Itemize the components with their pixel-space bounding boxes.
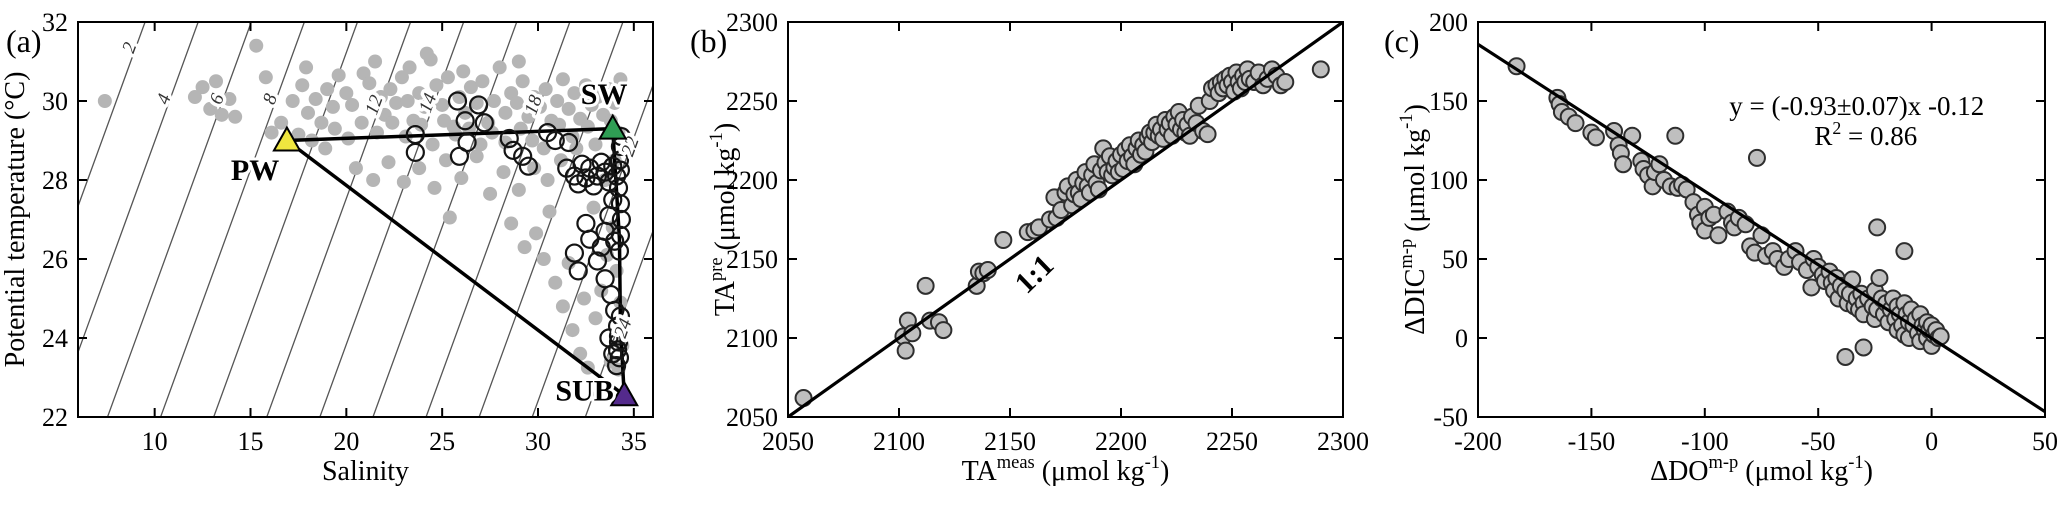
svg-text:2300: 2300	[1317, 427, 1369, 456]
svg-text:50: 50	[2032, 427, 2058, 456]
panel-b-plot-area: 1:1	[788, 22, 1343, 417]
svg-text:2100: 2100	[873, 427, 925, 456]
svg-text:-100: -100	[1681, 427, 1729, 456]
svg-text:32: 32	[42, 8, 68, 37]
svg-text:0: 0	[1455, 324, 1468, 353]
svg-text:26: 26	[42, 245, 68, 274]
svg-text:50: 50	[1442, 245, 1468, 274]
svg-text:Salinity: Salinity	[322, 456, 409, 487]
svg-text:SW: SW	[581, 78, 628, 111]
plot-box	[1477, 21, 2046, 418]
svg-text:200: 200	[1429, 8, 1468, 37]
svg-text:2200: 2200	[1095, 427, 1147, 456]
svg-text:2050: 2050	[762, 427, 814, 456]
svg-text:2150: 2150	[984, 427, 1036, 456]
svg-text:30: 30	[42, 87, 68, 116]
svg-text:22: 22	[42, 403, 68, 432]
svg-text:y = (-0.93±0.07)x -0.12: y = (-0.93±0.07)x -0.12	[1729, 91, 1984, 121]
svg-text:TApre (μmol kg-1): TApre (μmol kg-1)	[706, 123, 741, 316]
endmember-sub-marker	[609, 380, 639, 407]
svg-text:2200: 2200	[726, 166, 778, 195]
svg-text:2100: 2100	[726, 324, 778, 353]
svg-text:35: 35	[621, 427, 647, 456]
svg-text:PW: PW	[231, 154, 279, 187]
svg-text:ΔDICm-p (μmol kg-1): ΔDICm-p (μmol kg-1)	[1396, 104, 1431, 335]
svg-text:0: 0	[1925, 427, 1938, 456]
svg-text:(b): (b)	[690, 23, 727, 59]
svg-text:2250: 2250	[1206, 427, 1258, 456]
svg-text:20: 20	[333, 427, 359, 456]
svg-text:15: 15	[238, 427, 264, 456]
svg-text:25: 25	[429, 427, 455, 456]
endmember-pw-marker	[272, 125, 302, 152]
svg-text:10: 10	[142, 427, 168, 456]
svg-text:30: 30	[525, 427, 551, 456]
svg-text:-150: -150	[1568, 427, 1616, 456]
svg-text:ΔDOm-p (μmol kg-1): ΔDOm-p (μmol kg-1)	[1650, 452, 1873, 487]
endmember-sw-marker	[598, 113, 628, 140]
panel-b: 1:1 2050 2100 2150 2200 2250 2300 2050 2100 2150 2…	[690, 8, 1369, 487]
svg-text:R2 = 0.86: R2 = 0.86	[1814, 118, 1917, 151]
svg-text:2050: 2050	[726, 403, 778, 432]
plot-box	[787, 21, 1344, 418]
svg-text:-200: -200	[1454, 427, 1502, 456]
svg-text:SUB: SUB	[555, 374, 613, 407]
plot-box	[77, 21, 654, 418]
svg-text:TAmeas (μmol kg-1): TAmeas (μmol kg-1)	[962, 452, 1170, 487]
svg-text:-50: -50	[1433, 403, 1468, 432]
svg-text:2250: 2250	[726, 87, 778, 116]
svg-text:(c): (c)	[1384, 23, 1420, 59]
svg-text:2300: 2300	[726, 8, 778, 37]
svg-text:Potential temperature (°C): Potential temperature (°C)	[0, 72, 31, 368]
svg-text:150: 150	[1429, 87, 1468, 116]
svg-text:24: 24	[42, 324, 68, 353]
svg-text:(a): (a)	[6, 23, 42, 59]
svg-text:-50: -50	[1801, 427, 1836, 456]
svg-text:28: 28	[42, 166, 68, 195]
svg-text:100: 100	[1429, 166, 1468, 195]
svg-text:2150: 2150	[726, 245, 778, 274]
